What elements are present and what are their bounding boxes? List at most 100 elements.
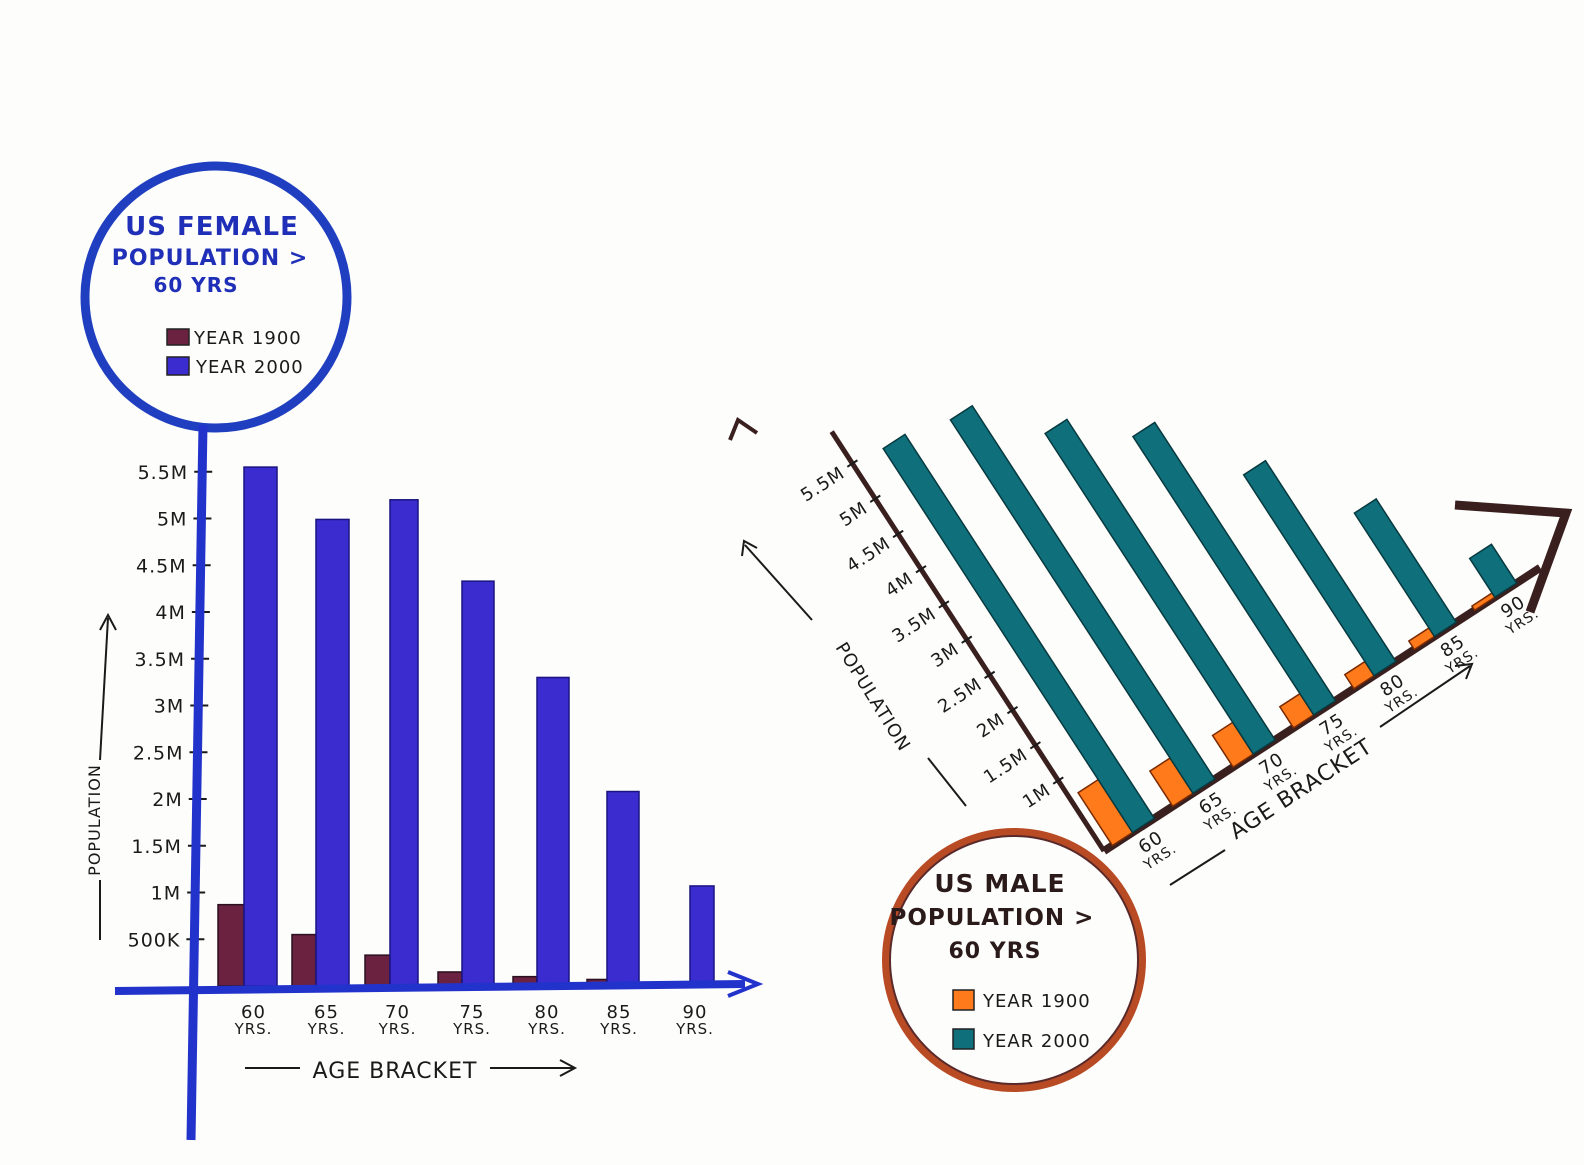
female-bar-2000 <box>689 885 715 987</box>
female-y-tick-label: 2.5M <box>133 742 184 764</box>
male-bar-2000 <box>1353 497 1458 638</box>
female-legend-swatch-1900 <box>166 328 190 346</box>
female-x-tick-sublabel: YRS. <box>675 1020 714 1038</box>
female-population-chart: US FEMALE POPULATION > 60 YRS YEAR 1900 … <box>80 161 764 1141</box>
male-y-tick-label: 1.5M <box>980 744 1032 788</box>
male-y-tick-mark <box>1052 776 1064 785</box>
female-y-label-arrowhead <box>99 612 117 631</box>
female-x-axis-title: AGE BRACKET <box>313 1059 478 1084</box>
female-y-tick-label: 5M <box>157 509 187 531</box>
male-y-tick-label: 1M <box>1019 780 1055 813</box>
male-y-tick-mark <box>984 670 996 679</box>
female-x-tick-label: 65 <box>314 1002 339 1023</box>
female-title-circle <box>80 161 352 433</box>
female-title-line-1: US FEMALE <box>125 212 299 242</box>
female-x-tick-label: 90 <box>683 1002 708 1023</box>
male-y-tick-mark <box>1006 705 1019 715</box>
male-population-chart: 1M1.5M2M2.5M3M3.5M4M4.5M5M5.5M60YRS.65YR… <box>728 404 1573 1092</box>
female-title-line-2: POPULATION > <box>112 246 309 271</box>
male-y-tick-label: 3M <box>927 639 963 672</box>
female-x-axis-arrowhead <box>727 970 764 998</box>
male-title-line-2: POPULATION > <box>890 905 1095 931</box>
female-x-tick-label: 80 <box>535 1002 560 1023</box>
female-legend-swatch-2000 <box>166 356 190 376</box>
female-x-tick-label: 60 <box>241 1002 266 1023</box>
female-y-tick-label: 4M <box>155 602 185 624</box>
female-x-label-arrowhead <box>559 1059 578 1077</box>
female-bar-2000 <box>461 580 495 987</box>
male-x-label-arrowhead <box>1454 662 1474 680</box>
male-x-axis-arrowhead <box>1454 500 1573 614</box>
male-y-tick-mark <box>846 459 858 468</box>
female-x-tick-label: 70 <box>385 1002 410 1023</box>
female-y-tick-label: 1.5M <box>131 836 182 858</box>
male-y-tick-mark <box>961 635 973 644</box>
female-bar-1900 <box>217 903 245 987</box>
female-y-tick-label: 3M <box>154 696 184 718</box>
male-y-tick-mark <box>869 494 881 503</box>
female-x-axis-label: AGE BRACKET <box>245 1059 578 1084</box>
male-y-axis-title: POPULATION <box>831 639 915 756</box>
male-y-axis-label: POPULATION <box>741 539 967 807</box>
male-title-line-3: 60 YRS <box>949 939 1042 964</box>
female-y-axis <box>186 424 208 1141</box>
male-title-line-1: US MALE <box>934 869 1065 898</box>
female-y-tick-label: 3.5M <box>134 649 185 671</box>
male-legend-swatch-2000 <box>952 1028 975 1050</box>
female-y-label-line-high <box>99 617 109 761</box>
male-y-label-line-low <box>927 757 967 807</box>
male-y-axis <box>829 430 1107 853</box>
male-bar-2000 <box>1044 418 1277 756</box>
female-legend-label-1900: YEAR 1900 <box>193 328 302 349</box>
female-y-tick-label: 1M <box>151 883 181 905</box>
female-x-tick-label: 75 <box>460 1002 485 1023</box>
female-y-axis-title: POPULATION <box>85 764 104 876</box>
female-x-tick-sublabel: YRS. <box>378 1020 417 1038</box>
male-y-tick-mark <box>892 529 904 539</box>
female-bar-2000 <box>243 466 278 987</box>
female-bar-2000 <box>315 518 350 987</box>
male-legend-label-2000: YEAR 2000 <box>982 1031 1091 1052</box>
male-bar-2000 <box>1131 421 1337 716</box>
male-title-circle <box>882 828 1146 1092</box>
female-bar-2000 <box>606 790 640 987</box>
female-bar-1900 <box>291 933 317 987</box>
male-y-label-line-high <box>744 544 813 621</box>
female-plot-area: 500K1M1.5M2M2.5M3M3.5M4M4.5M5M5.5M60YRS.… <box>128 462 715 1038</box>
female-x-tick-sublabel: YRS. <box>527 1020 566 1038</box>
female-x-tick-sublabel: YRS. <box>599 1020 638 1038</box>
female-bar-1900 <box>364 954 391 987</box>
female-legend: YEAR 1900 YEAR 2000 <box>166 328 304 378</box>
male-y-tick-label: 3.5M <box>889 603 941 647</box>
male-bar-2000 <box>1468 543 1518 599</box>
male-plot-area: 1M1.5M2M2.5M3M3.5M4M4.5M5M5.5M60YRS.65YR… <box>797 404 1543 874</box>
male-y-tick-mark <box>938 600 950 609</box>
female-y-tick-label: 5.5M <box>138 462 189 484</box>
female-title-line-3: 60 YRS <box>153 273 238 297</box>
male-y-axis-arrowhead <box>728 416 759 441</box>
female-x-tick-sublabel: YRS. <box>234 1020 273 1038</box>
male-y-label-arrowhead <box>741 539 758 557</box>
male-y-tick-mark <box>915 565 927 574</box>
male-title-circle-inner <box>889 835 1139 1085</box>
male-y-tick-label: 2.5M <box>934 674 986 718</box>
female-y-tick-label: 2M <box>152 789 182 811</box>
male-bar-2000 <box>882 433 1156 834</box>
male-y-tick-label: 5.5M <box>797 463 849 507</box>
male-x-label-line-right <box>1379 665 1471 728</box>
female-legend-label-2000: YEAR 2000 <box>195 357 304 378</box>
male-bar-2000 <box>1242 459 1397 677</box>
male-y-tick-mark <box>1029 741 1041 750</box>
male-legend: YEAR 1900 YEAR 2000 <box>952 989 1091 1052</box>
male-y-tick-label: 4.5M <box>843 533 895 577</box>
male-y-tick-label: 2M <box>973 709 1009 742</box>
male-bar-2000 <box>949 404 1216 795</box>
female-x-tick-sublabel: YRS. <box>307 1020 346 1038</box>
male-legend-swatch-1900 <box>952 989 975 1011</box>
male-x-label-line-left <box>1169 849 1226 886</box>
female-x-tick-sublabel: YRS. <box>452 1020 491 1038</box>
female-y-tick-label: 500K <box>128 929 181 951</box>
male-y-tick-label: 4M <box>882 568 918 601</box>
female-x-axis <box>114 980 746 995</box>
